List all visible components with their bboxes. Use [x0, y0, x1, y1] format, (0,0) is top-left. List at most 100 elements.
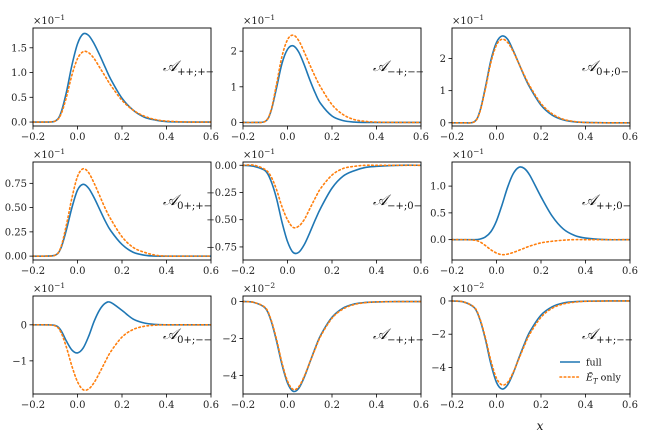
x-tick-label: 0.2 — [324, 132, 340, 143]
x-tick-label: 0.0 — [70, 400, 86, 411]
x-tick-label: −0.2 — [440, 132, 464, 143]
x-tick-label: 0.6 — [622, 132, 638, 143]
x-tick-label: 0.6 — [413, 400, 429, 411]
x-tick-label: 0.6 — [622, 400, 638, 411]
x-tick-label: 0.0 — [489, 266, 505, 277]
x-tick-label: 0.6 — [622, 266, 638, 277]
y-tick-label: −0.50 — [206, 215, 237, 226]
y-tick-label: 0 — [440, 118, 446, 129]
panel-1: −0.2 0.0 0.2 0.4 0.60.00.51.01.5×10−1𝒜++;+− — [11, 13, 219, 143]
series-line-only — [452, 300, 630, 386]
x-tick-label: 0.6 — [413, 266, 429, 277]
y-scale-multiplier: ×10−1 — [243, 13, 275, 27]
panel-5: −0.2 0.0 0.2 0.4 0.6 0.00 −0.25 −0.50 −0.75 ×10−1… — [206, 147, 429, 277]
y-tick-label: 0 — [21, 320, 27, 331]
y-tick-label: 0.0 — [430, 235, 446, 246]
series-line-only — [452, 238, 630, 256]
x-tick-label: −0.2 — [231, 132, 255, 143]
legend-label-full: full — [586, 358, 602, 369]
y-tick-label: 1 — [440, 86, 446, 97]
y-scale-multiplier: ×10−2 — [243, 281, 275, 295]
y-tick-label: 0 — [440, 296, 446, 307]
y-tick-label: 2 — [440, 54, 446, 65]
x-tick-label: 0.6 — [203, 132, 219, 143]
y-tick-label: 0.5 — [430, 208, 446, 219]
y-scale-multiplier: ×10−1 — [33, 147, 65, 161]
series-line-full — [452, 166, 630, 241]
y-tick-label: 1.0 — [11, 68, 27, 79]
x-tick-label: 0.2 — [533, 132, 549, 143]
y-tick-label: 1.5 — [11, 43, 27, 54]
x-tick-label: −0.2 — [21, 266, 45, 277]
y-scale-multiplier: ×10−1 — [243, 147, 275, 161]
y-tick-label: 1 — [231, 82, 237, 93]
y-scale-multiplier: ×10−1 — [452, 13, 484, 27]
x-tick-label: 0.0 — [489, 400, 505, 411]
y-tick-label: 0 — [231, 297, 237, 308]
x-tick-label: 0.2 — [324, 400, 340, 411]
y-tick-label: 0.25 — [5, 227, 27, 238]
panel-8: −0.2 0.0 0.2 0.4 0.60−2−4×10−2𝒜−+;+− — [222, 281, 429, 411]
y-tick-label: −1 — [12, 356, 27, 367]
x-tick-label: −0.2 — [21, 132, 45, 143]
x-tick-label: 0.4 — [159, 132, 175, 143]
x-tick-label: 0.4 — [578, 132, 594, 143]
series-line-only — [452, 38, 630, 124]
y-tick-label: −0.25 — [206, 188, 237, 199]
x-tick-label: 0.4 — [369, 266, 385, 277]
x-tick-label: 0.2 — [114, 132, 130, 143]
x-tick-label: 0.0 — [70, 266, 86, 277]
x-tick-label: 0.4 — [369, 400, 385, 411]
x-tick-label: 0.6 — [203, 400, 219, 411]
x-tick-label: 0.0 — [70, 132, 86, 143]
x-tick-label: 0.0 — [280, 132, 296, 143]
series-line-full — [33, 183, 211, 257]
x-tick-label: 0.4 — [369, 132, 385, 143]
series-line-only — [33, 323, 211, 392]
series-line-only — [33, 167, 211, 257]
y-tick-label: −2 — [222, 334, 237, 345]
series-line-only — [33, 50, 211, 123]
y-tick-label: 0.00 — [215, 161, 237, 172]
x-tick-label: 0.4 — [159, 266, 175, 277]
x-tick-label: 0.0 — [280, 400, 296, 411]
panel-9: −0.2 0.0 0.2 0.4 0.60−2−4×10−2𝒜++;−− — [431, 281, 638, 411]
x-tick-label: 0.2 — [533, 266, 549, 277]
x-tick-label: 0.6 — [203, 266, 219, 277]
x-tick-label: 0.4 — [578, 400, 594, 411]
x-tick-label: 0.0 — [280, 266, 296, 277]
x-tick-label: 0.4 — [159, 400, 175, 411]
series-line-only — [243, 164, 421, 229]
y-tick-label: 0.00 — [5, 252, 27, 263]
y-tick-label: −4 — [431, 363, 446, 374]
y-tick-label: 1.0 — [430, 182, 446, 193]
x-axis-label: x — [537, 419, 544, 433]
y-tick-label: 0 — [231, 118, 237, 129]
y-tick-label: −0.75 — [206, 242, 237, 253]
legend: full ẼT only — [559, 358, 622, 386]
x-tick-label: 0.4 — [578, 266, 594, 277]
panel-6: −0.2 0.0 0.2 0.4 0.60.00.51.0×10−1𝒜++;0− — [430, 147, 638, 277]
x-tick-label: 0.0 — [489, 132, 505, 143]
y-scale-multiplier: ×10−2 — [452, 281, 484, 295]
y-tick-label: 0.5 — [11, 93, 27, 104]
y-tick-label: 2 — [231, 47, 237, 58]
x-tick-label: 0.2 — [114, 400, 130, 411]
legend-label-only: ẼT only — [585, 372, 622, 386]
x-tick-label: −0.2 — [231, 400, 255, 411]
series-line-full — [243, 164, 421, 255]
x-tick-label: −0.2 — [440, 400, 464, 411]
x-tick-label: −0.2 — [21, 400, 45, 411]
x-tick-label: −0.2 — [440, 266, 464, 277]
y-tick-label: 0.50 — [5, 203, 27, 214]
y-tick-label: −2 — [431, 330, 446, 341]
y-tick-label: 0.75 — [5, 179, 27, 190]
x-tick-label: 0.2 — [324, 266, 340, 277]
y-scale-multiplier: ×10−1 — [33, 13, 65, 27]
y-scale-multiplier: ×10−1 — [33, 281, 65, 295]
x-tick-label: 0.2 — [114, 266, 130, 277]
y-scale-multiplier: ×10−1 — [452, 147, 484, 161]
